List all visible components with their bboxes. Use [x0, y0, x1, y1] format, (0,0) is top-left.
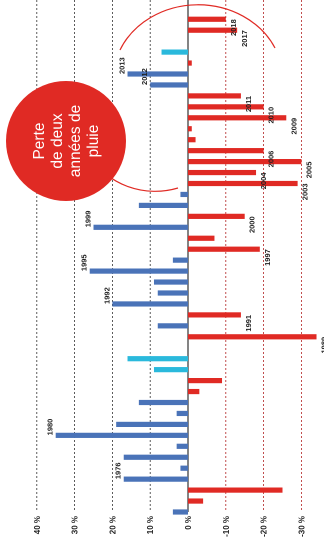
bar-1978 — [123, 454, 188, 460]
bar-2006 — [188, 148, 264, 154]
bar-1997 — [188, 246, 260, 252]
year-label-2018: 2018 — [229, 19, 238, 36]
badge-circle — [6, 81, 126, 201]
bar-1982 — [176, 410, 188, 417]
bar-1974 — [188, 498, 204, 504]
bar-1999 — [93, 224, 188, 230]
x-tick-label: 40 % — [33, 516, 42, 534]
bar-2008 — [188, 126, 192, 132]
year-label-1995: 1995 — [80, 254, 89, 271]
x-tick-label: -20 % — [260, 516, 269, 537]
bar-2007 — [188, 137, 196, 143]
badge-line-2: de deux — [49, 113, 66, 168]
bar-2010 — [188, 104, 264, 110]
bar-2017 — [188, 27, 238, 33]
x-axis-ticks: 40 % 30 % 20 % 10 % 0 % -10 % -20 % -30 % — [33, 516, 307, 537]
badge-perte-deux-annees: Perte de deux années de pluie — [6, 81, 126, 201]
bar-1989 — [188, 334, 317, 340]
badge-line-3: années de — [67, 105, 84, 177]
bar-1992 — [112, 301, 188, 307]
bar-2001 — [138, 202, 188, 208]
badge-line-1: Perte — [31, 122, 48, 159]
bar-1983 — [138, 399, 188, 406]
year-label-1980: 1980 — [46, 419, 55, 436]
bar-1987 — [127, 356, 188, 362]
year-label-2009: 2009 — [289, 118, 298, 135]
bar-2009 — [188, 115, 287, 121]
bar-1986 — [153, 367, 188, 373]
bar-1994 — [153, 279, 188, 285]
year-label-1992: 1992 — [102, 287, 111, 304]
bar-2011 — [188, 93, 241, 99]
year-label-2003: 2003 — [301, 184, 310, 201]
year-label-2012: 2012 — [140, 68, 149, 85]
badge-line-4: pluie — [85, 125, 102, 158]
year-label-2013: 2013 — [118, 57, 127, 74]
bar-1976 — [123, 476, 188, 482]
year-label-2017: 2017 — [240, 30, 249, 47]
bar-1996 — [172, 257, 188, 263]
x-tick-label: 20 % — [108, 516, 117, 534]
bar-1975 — [188, 487, 283, 493]
bar-2012 — [150, 82, 188, 88]
bar-2003 — [188, 180, 298, 187]
x-tick-label: 30 % — [71, 516, 80, 534]
x-tick-label: 0 % — [184, 516, 193, 530]
highlight-arc — [119, 4, 276, 51]
bar-2002 — [180, 191, 188, 198]
bar-2018 — [188, 16, 226, 22]
x-tick-label: -10 % — [222, 516, 231, 537]
bar-1979 — [176, 443, 188, 449]
year-label-1989: 1989 — [320, 337, 324, 354]
bar-2015 — [161, 49, 188, 55]
bar-1991 — [188, 312, 241, 318]
bar-2004 — [188, 169, 257, 176]
x-tick-label: -30 % — [297, 516, 306, 537]
bar-1973 — [172, 509, 188, 515]
bar-2013 — [127, 71, 188, 77]
bar-1993 — [157, 290, 188, 296]
bar-2000 — [188, 213, 245, 219]
year-label-2011: 2011 — [244, 96, 253, 112]
year-label-2006: 2006 — [267, 151, 276, 168]
bar-2005 — [188, 159, 302, 165]
bar-1984 — [188, 388, 200, 395]
bar-1981 — [116, 421, 188, 427]
year-label-1999: 1999 — [84, 211, 93, 228]
year-label-1991: 1991 — [244, 315, 253, 332]
bar-1985 — [188, 378, 223, 384]
year-label-2004: 2004 — [259, 172, 268, 190]
year-labels: 1976 1980 1989 1991 1992 1995 1997 1999 2000 2003… — [46, 19, 324, 479]
bar-1990 — [157, 323, 188, 329]
year-label-1997: 1997 — [263, 249, 272, 266]
bar-1977 — [180, 465, 188, 471]
bar-1995 — [89, 268, 188, 274]
x-tick-label: 10 % — [146, 516, 155, 534]
year-label-2010: 2010 — [267, 107, 276, 124]
bar-1980 — [55, 432, 189, 438]
year-label-1976: 1976 — [114, 462, 123, 479]
year-label-2000: 2000 — [248, 216, 257, 233]
year-label-2005: 2005 — [304, 162, 313, 179]
bars — [55, 16, 317, 515]
bar-2014 — [188, 60, 192, 66]
bar-1998 — [188, 235, 215, 241]
